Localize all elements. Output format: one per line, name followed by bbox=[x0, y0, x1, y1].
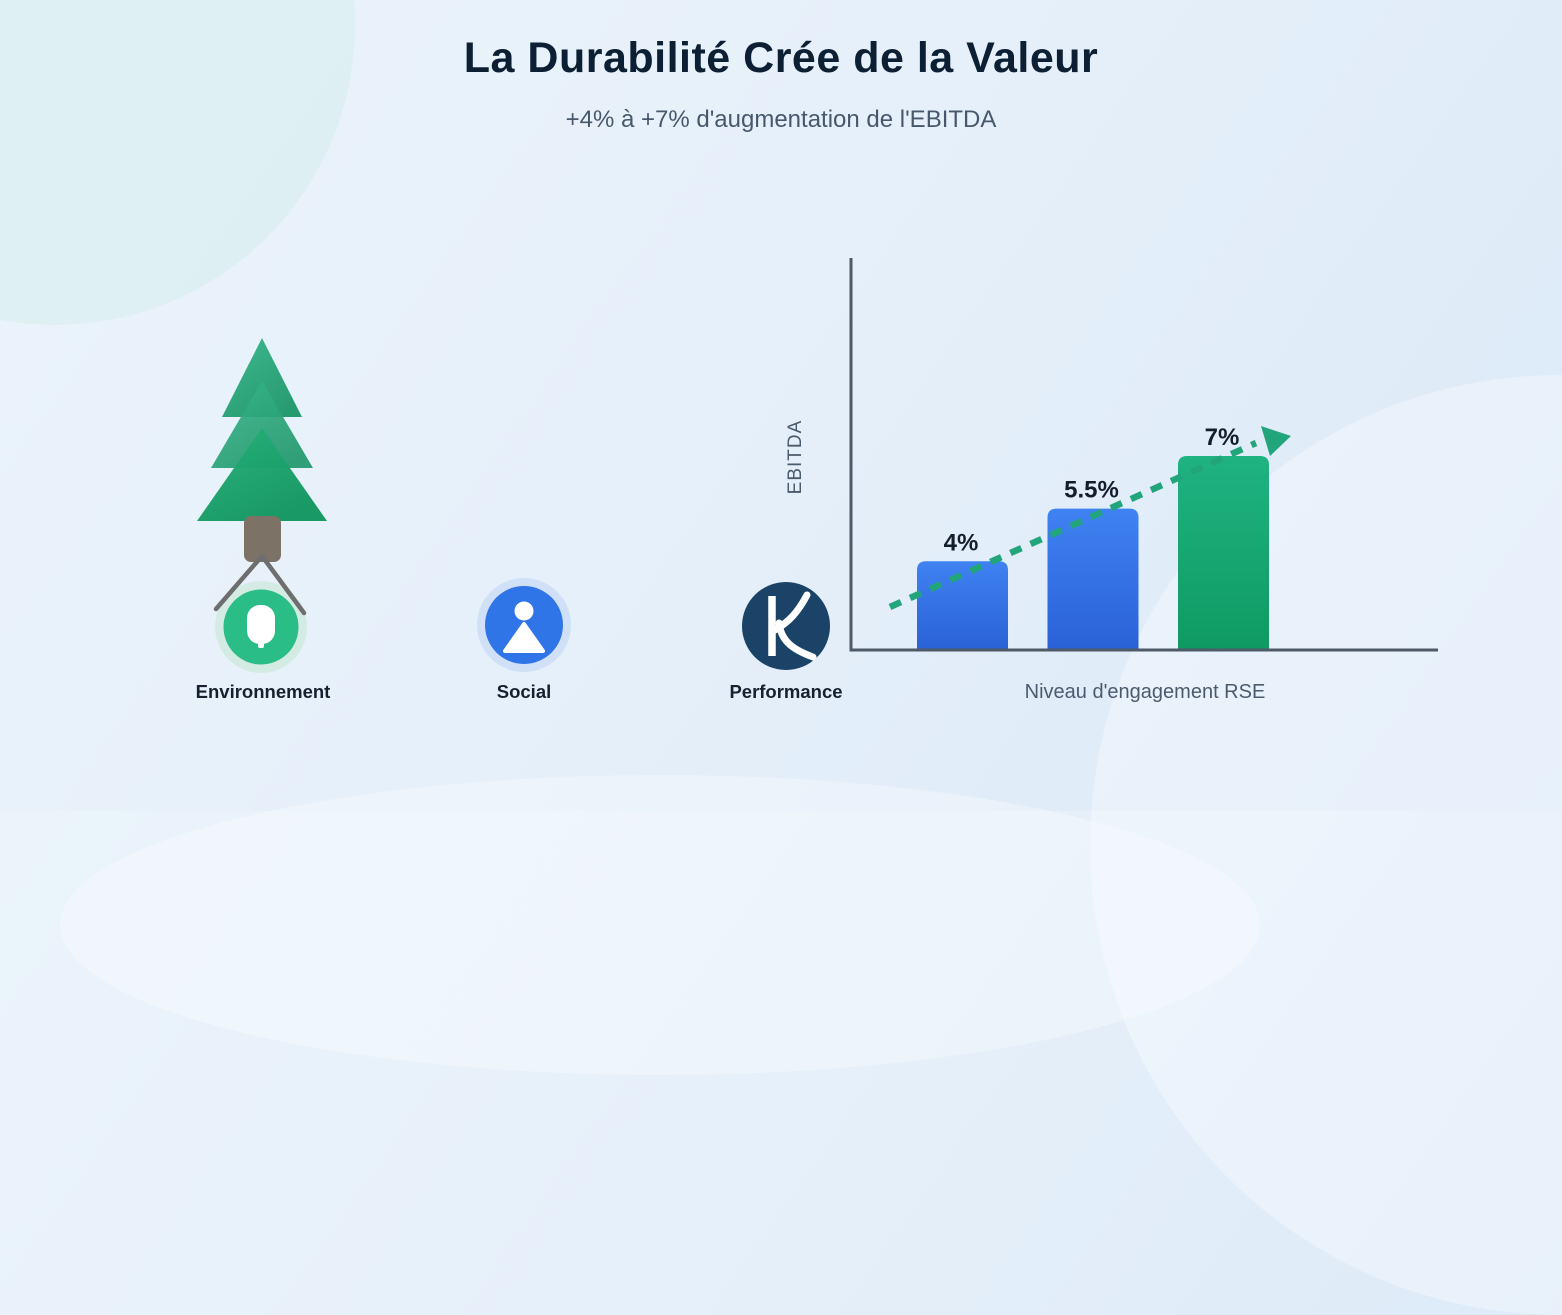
k-logo-icon bbox=[742, 582, 830, 670]
page-subtitle: +4% à +7% d'augmentation de l'EBITDA bbox=[565, 106, 997, 133]
y-axis-label: EBITDA bbox=[785, 420, 806, 495]
pillar-label-social: Social bbox=[496, 681, 552, 702]
ebitda-bar-chart: 4% 5.5% 7% EBITDA Niveau d'engagement RSE bbox=[785, 258, 1438, 703]
bar-4% bbox=[917, 561, 1008, 649]
trend-arrow-icon bbox=[1261, 426, 1291, 456]
tree-icon bbox=[197, 338, 327, 673]
person-icon bbox=[477, 578, 571, 672]
bar-7% bbox=[1178, 456, 1269, 649]
bar-value-label: 7% bbox=[1205, 424, 1240, 451]
tree-trunk bbox=[244, 516, 281, 562]
bar-labels-group: 4% 5.5% 7% bbox=[944, 424, 1240, 556]
x-axis-label: Niveau d'engagement RSE bbox=[1025, 681, 1266, 703]
trend-line bbox=[888, 440, 1258, 610]
page-title: La Durabilité Crée de la Valeur bbox=[463, 34, 1099, 82]
decorative-ellipse-bottom bbox=[60, 775, 1260, 1075]
pillar-label-performance: Performance bbox=[729, 681, 843, 702]
bar-5.5% bbox=[1047, 508, 1139, 649]
bar-value-label: 4% bbox=[944, 529, 979, 556]
bar-value-label: 5.5% bbox=[1064, 477, 1119, 504]
pillar-label-environnement: Environnement bbox=[195, 681, 331, 702]
environment-badge-icon bbox=[213, 553, 307, 673]
